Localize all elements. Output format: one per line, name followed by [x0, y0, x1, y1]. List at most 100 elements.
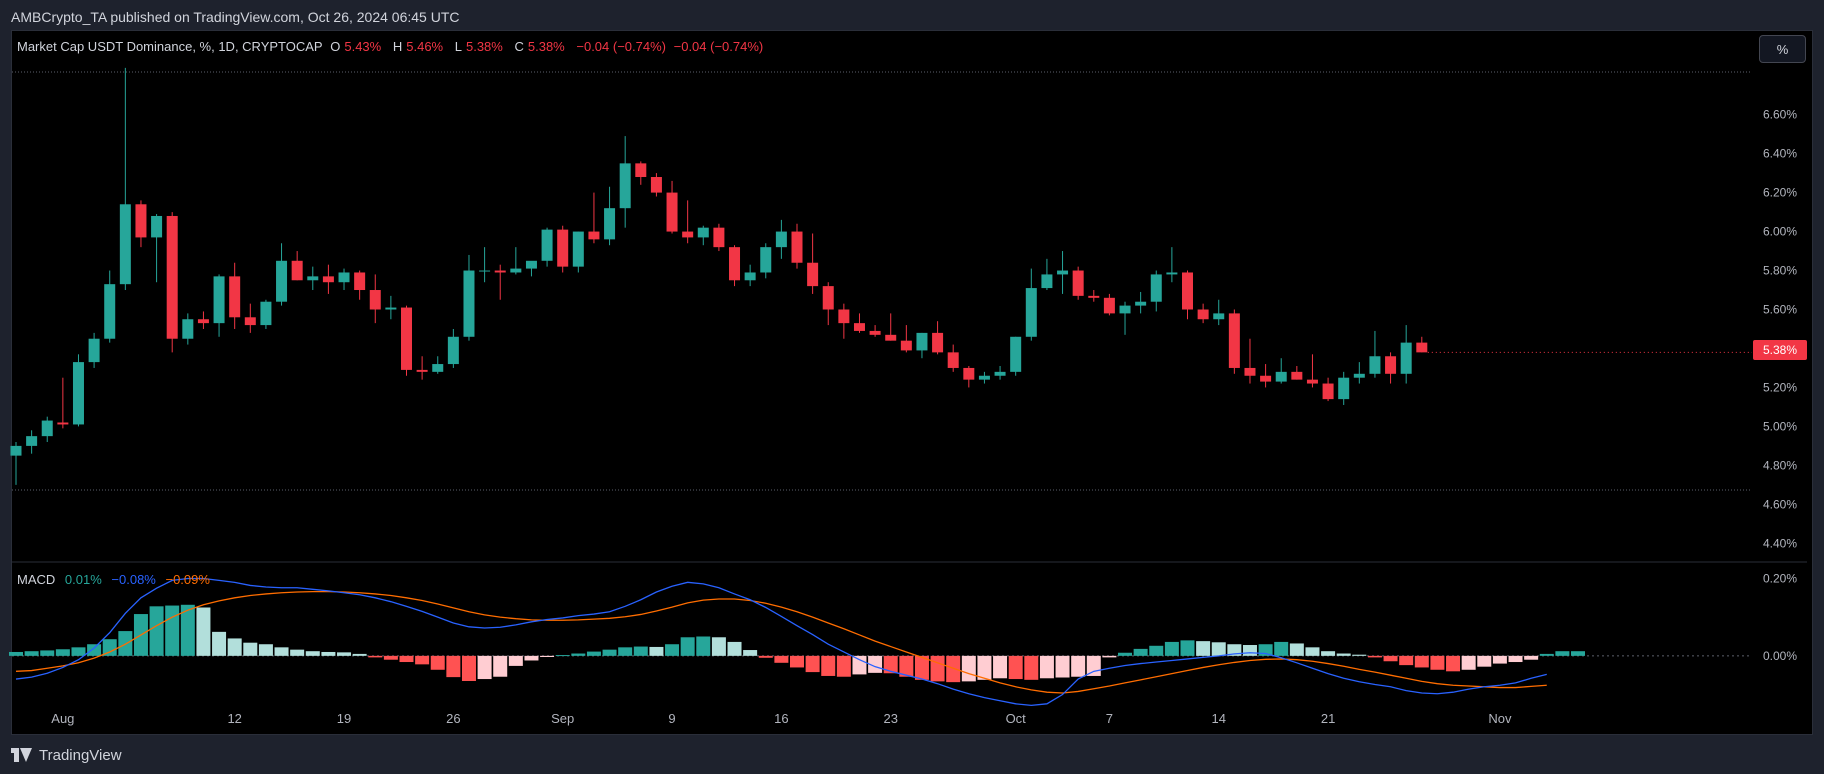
macd-line-value: −0.08% — [111, 572, 156, 587]
chart-frame[interactable] — [11, 30, 1813, 735]
symbol-title[interactable]: Market Cap USDT Dominance, %, 1D, CRYPTO… — [17, 39, 323, 54]
macd-histogram-bar — [337, 652, 352, 656]
candle-body — [760, 247, 772, 273]
price-axis-tick: 5.80% — [1763, 264, 1797, 278]
candle-body — [885, 334, 897, 341]
candle-body — [978, 375, 990, 380]
footer-brand[interactable]: TradingView — [11, 744, 122, 766]
candle-body — [1057, 270, 1069, 275]
time-axis-label: 23 — [883, 711, 897, 726]
candle-body — [697, 227, 709, 238]
macd-histogram-bar — [1508, 655, 1523, 663]
time-axis-label: 16 — [774, 711, 788, 726]
macd-histogram-bar — [352, 653, 367, 656]
candle-body — [666, 192, 678, 232]
macd-histogram-bar — [852, 655, 867, 675]
macd-histogram-bar — [1024, 655, 1039, 680]
macd-histogram-bar — [1539, 653, 1554, 656]
macd-histogram-bar — [868, 655, 883, 673]
macd-histogram-bar — [821, 655, 836, 676]
candle-body — [1119, 305, 1131, 314]
top-bar: AMBCrypto_TA published on TradingView.co… — [0, 0, 1824, 32]
macd-histogram-bar — [212, 631, 227, 656]
candle-body — [1275, 371, 1287, 382]
candle-body — [744, 272, 756, 281]
macd-histogram-bar — [321, 651, 336, 656]
time-axis-label: Sep — [551, 711, 574, 726]
macd-histogram-bar — [774, 655, 789, 663]
macd-histogram-bar — [368, 655, 383, 658]
candle-body — [104, 284, 116, 339]
macd-histogram-bar — [1352, 654, 1367, 656]
open-value: 5.43% — [344, 39, 382, 54]
candle-body — [182, 319, 194, 339]
macd-histogram-bar — [446, 655, 461, 678]
macd-histogram-bar — [274, 647, 289, 656]
macd-histogram-bar — [743, 650, 758, 656]
macd-histogram-bar — [758, 655, 773, 658]
tradingview-logo-icon — [11, 748, 33, 762]
macd-histogram-bar — [305, 651, 320, 656]
macd-histogram-bar — [1180, 640, 1195, 656]
macd-axis-tick: 0.00% — [1763, 649, 1797, 663]
candle-body — [463, 270, 475, 337]
macd-histogram-bar — [290, 649, 305, 656]
low-value: 5.38% — [465, 39, 503, 54]
macd-histogram-bar — [461, 655, 476, 681]
candle-body — [322, 276, 334, 283]
macd-histogram-bar — [477, 655, 492, 680]
candle-body — [791, 231, 803, 263]
macd-histogram-bar — [1555, 651, 1570, 656]
macd-histogram-bar — [71, 647, 86, 656]
candle-body — [932, 332, 944, 353]
high-label: H — [392, 39, 403, 54]
candle-body — [838, 309, 850, 324]
price-axis-tick: 6.20% — [1763, 186, 1797, 200]
price-axis-tick: 5.00% — [1763, 419, 1797, 433]
candle-body — [479, 270, 491, 272]
macd-histogram-bar — [1242, 645, 1257, 656]
candle-body — [307, 276, 319, 281]
macd-histogram-bar — [1367, 655, 1382, 658]
macd-axis-tick: 0.20% — [1763, 571, 1797, 585]
candle-body — [1135, 301, 1147, 306]
price-axis-tick: 6.60% — [1763, 108, 1797, 122]
macd-histogram-bar — [1524, 655, 1539, 660]
macd-histogram-bar — [1336, 653, 1351, 656]
candle-body — [1400, 342, 1412, 374]
macd-histogram-bar — [555, 655, 570, 657]
chart-canvas[interactable]: 4.40%4.60%4.80%5.00%5.20%5.40%5.60%5.80%… — [0, 0, 1824, 744]
percent-scale-button[interactable]: % — [1759, 35, 1806, 63]
macd-histogram-bar — [180, 604, 195, 656]
macd-histogram-bar — [493, 655, 508, 677]
candle-body — [900, 340, 912, 351]
macd-title[interactable]: MACD — [17, 572, 56, 587]
macd-histogram-bar — [836, 655, 851, 677]
macd-histogram-bar — [1477, 655, 1492, 667]
macd-histogram-bar — [1227, 644, 1242, 656]
candle-body — [682, 231, 694, 238]
candle-body — [588, 231, 600, 240]
candle-body — [166, 215, 178, 339]
candle-body — [729, 247, 741, 281]
price-axis-tick: 6.40% — [1763, 147, 1797, 161]
macd-legend: MACD 0.01% −0.08% −0.09% — [17, 572, 216, 587]
candle-body — [213, 276, 225, 324]
time-axis-label: Aug — [51, 711, 74, 726]
macd-histogram-bar — [1430, 655, 1445, 670]
candle-body — [635, 163, 647, 178]
macd-histogram-bar — [1305, 647, 1320, 656]
change-value: −0.04 (−0.74%) — [576, 39, 666, 54]
candle-body — [1416, 342, 1428, 353]
macd-histogram-bar — [1414, 655, 1429, 668]
time-axis-label: 26 — [446, 711, 460, 726]
change-percent-value: −0.04 (−0.74%) — [673, 39, 764, 54]
macd-histogram-bar — [1039, 655, 1054, 679]
candle-body — [119, 204, 131, 285]
macd-histogram-bar — [1446, 655, 1461, 672]
macd-histogram-value: 0.01% — [64, 572, 102, 587]
macd-histogram-bar — [993, 655, 1008, 679]
candle-body — [291, 260, 303, 281]
candle-body — [447, 336, 459, 365]
macd-histogram-bar — [1008, 655, 1023, 680]
